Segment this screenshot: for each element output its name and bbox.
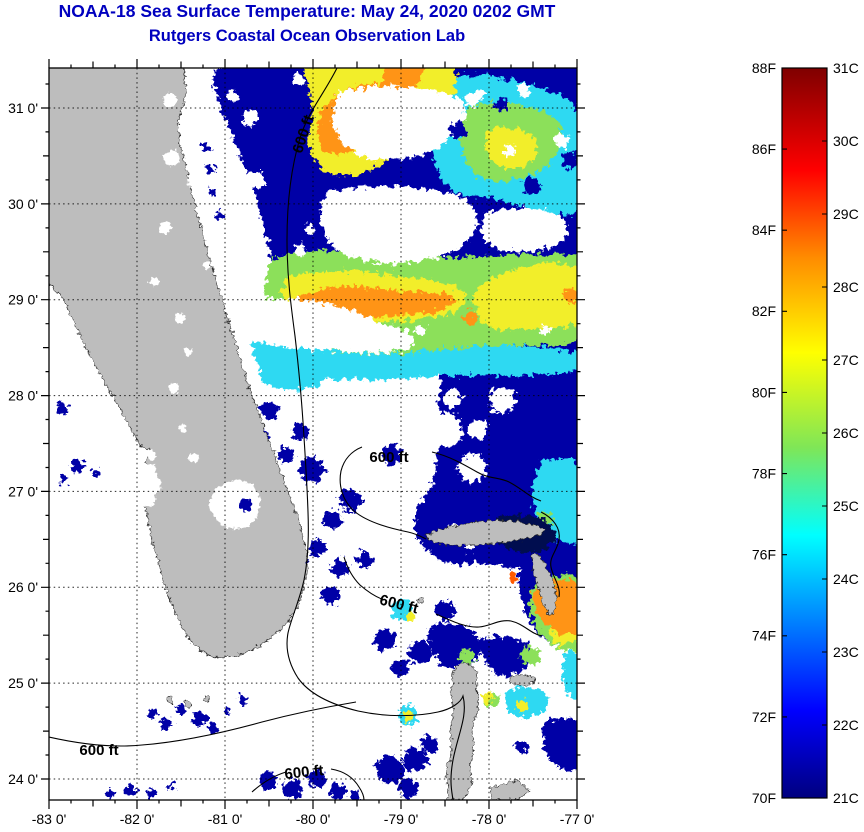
contour-label-5: 600 ft — [284, 762, 325, 783]
cbar-f-label: 82F — [752, 303, 776, 319]
contour-label-2: 600 ft — [369, 449, 408, 466]
colorbar-ticks — [782, 67, 827, 799]
cloud-gaps — [226, 74, 569, 551]
y-tick-label: 30 0' — [8, 196, 38, 212]
map-plot-area: 600 ft 600 ft 600 ft 600 ft 600 ft — [49, 68, 577, 800]
cbar-c-label: 30C — [833, 133, 859, 149]
cbar-c-label: 29C — [833, 206, 859, 222]
grid-lines — [49, 68, 577, 800]
x-tick-label: -83 0' — [32, 811, 67, 827]
y-tick-label: 31 0' — [8, 100, 38, 116]
cbar-c-label: 25C — [833, 498, 859, 514]
cbar-f-label: 70F — [752, 790, 776, 806]
x-tick-label: -81 0' — [208, 811, 243, 827]
x-tick-label: -79 0' — [384, 811, 419, 827]
y-tick-label: 29 0' — [8, 292, 38, 308]
cbar-c-label: 28C — [833, 279, 859, 295]
cbar-c-label: 23C — [833, 644, 859, 660]
title-line-1: NOAA-18 Sea Surface Temperature: May 24,… — [59, 1, 556, 21]
cbar-f-label: 74F — [752, 628, 776, 644]
bahama-islands — [166, 520, 557, 800]
colorbar-celsius-labels: 31C 30C 29C 28C 27C 26C 25C 24C 23C 22C … — [833, 60, 859, 806]
y-tick-label: 26 0' — [8, 579, 38, 595]
sst-hot-spot — [508, 572, 518, 582]
x-tick-label: -80 0' — [296, 811, 331, 827]
land-layer — [49, 68, 557, 800]
cbar-f-label: 78F — [752, 466, 776, 482]
depth-contours — [49, 68, 560, 800]
contour-label-4: 600 ft — [79, 742, 118, 759]
cbar-c-label: 27C — [833, 352, 859, 368]
sst-data-layer — [56, 68, 577, 800]
y-tick-label: 24 0' — [8, 771, 38, 787]
x-tick-label: -77 0' — [560, 811, 595, 827]
cbar-c-label: 26C — [833, 425, 859, 441]
x-tick-label: -78 0' — [472, 811, 507, 827]
y-tick-label: 27 0' — [8, 483, 38, 499]
cbar-f-label: 72F — [752, 709, 776, 725]
colorbar-gradient — [782, 68, 827, 798]
y-tick-label: 25 0' — [8, 675, 38, 691]
cbar-f-label: 86F — [752, 141, 776, 157]
cbar-c-label: 22C — [833, 717, 859, 733]
y-axis-labels: 31 0' 30 0' 29 0' 28 0' 27 0' 26 0' 25 0… — [8, 100, 38, 787]
cbar-f-label: 84F — [752, 222, 776, 238]
lake-data-speck — [239, 498, 253, 512]
figure-title: NOAA-18 Sea Surface Temperature: May 24,… — [59, 1, 556, 45]
colorbar-fahrenheit-labels: 88F 86F 84F 82F 80F 78F 76F 74F 72F 70F — [752, 60, 776, 806]
x-axis-labels: -83 0' -82 0' -81 0' -80 0' -79 0' -78 0… — [32, 811, 595, 827]
cbar-f-label: 88F — [752, 60, 776, 76]
title-line-2: Rutgers Coastal Ocean Observation Lab — [149, 27, 465, 45]
cbar-c-label: 31C — [833, 60, 859, 76]
cbar-f-label: 80F — [752, 384, 776, 400]
inland-lakes — [132, 93, 261, 529]
cbar-c-label: 21C — [833, 790, 859, 806]
x-tick-label: -82 0' — [120, 811, 155, 827]
colorbar: 88F 86F 84F 82F 80F 78F 76F 74F 72F 70F … — [752, 60, 859, 806]
axis-ticks — [41, 59, 585, 809]
cbar-f-label: 76F — [752, 547, 776, 563]
y-tick-label: 28 0' — [8, 388, 38, 404]
cbar-c-label: 24C — [833, 571, 859, 587]
